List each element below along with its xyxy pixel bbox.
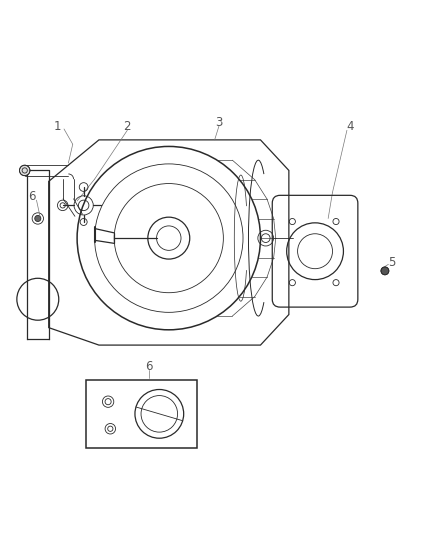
Text: 2: 2 [124,120,131,133]
Circle shape [19,165,30,176]
Text: 1: 1 [54,120,61,133]
Text: 4: 4 [346,120,354,133]
Text: 6: 6 [145,360,153,374]
Text: 5: 5 [388,256,395,269]
Text: 3: 3 [215,116,223,129]
Circle shape [381,267,389,275]
Text: 6: 6 [28,190,36,203]
Bar [86,380,197,448]
Circle shape [35,215,41,222]
